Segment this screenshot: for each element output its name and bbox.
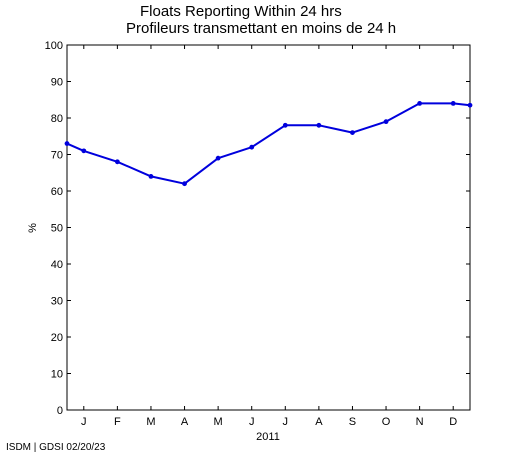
data-point (350, 130, 355, 136)
y-tick-label: 0 (57, 405, 63, 417)
x-tick-label: S (349, 416, 356, 428)
y-axis-ticks: 0 10 20 30 40 50 60 70 80 90 100 (45, 40, 470, 417)
y-tick-label: 60 (51, 186, 63, 198)
x-axis-label: 2011 (256, 431, 280, 443)
x-tick-label: M (214, 416, 223, 428)
chart-subtitle: Profileurs transmettant en moins de 24 h (126, 20, 396, 37)
plot-border (66, 44, 471, 411)
data-point (114, 159, 120, 165)
y-axis-label: % (27, 223, 39, 233)
x-tick-label: O (382, 416, 391, 428)
y-tick-label: 90 (51, 77, 63, 89)
y-tick-label: 10 (51, 369, 63, 381)
data-point (450, 101, 456, 106)
y-tick-label: 70 (51, 150, 63, 162)
data-point (182, 181, 187, 187)
x-tick-label: M (146, 416, 155, 428)
data-point (417, 101, 423, 106)
y-tick-label: 50 (51, 223, 63, 235)
series-line (66, 102, 471, 185)
footer-credit: ISDM | GDSI 02/20/23 (6, 442, 106, 453)
x-tick-label: J (81, 416, 87, 428)
y-tick-label: 100 (45, 40, 63, 52)
x-tick-label: J (283, 416, 289, 428)
y-tick-label: 40 (51, 259, 63, 271)
x-tick-label: A (181, 416, 189, 428)
data-point (316, 122, 322, 128)
y-tick-label: 20 (51, 332, 63, 344)
data-point (249, 144, 255, 150)
data-point (81, 148, 87, 154)
data-point (64, 141, 70, 146)
plot-frame (66, 44, 471, 411)
x-tick-label: A (315, 416, 323, 428)
y-tick-label: 80 (51, 113, 63, 125)
data-point (383, 119, 389, 125)
y-tick-label: 30 (51, 296, 63, 308)
x-tick-label: D (449, 416, 457, 428)
x-tick-label: N (416, 416, 424, 428)
data-point (148, 174, 154, 179)
data-point (282, 122, 288, 128)
x-tick-label: J (249, 416, 255, 428)
data-series (64, 101, 473, 187)
data-point (467, 102, 473, 108)
x-tick-label: F (114, 416, 121, 428)
chart-title: Floats Reporting Within 24 hrs (140, 3, 342, 20)
data-point (215, 155, 221, 161)
